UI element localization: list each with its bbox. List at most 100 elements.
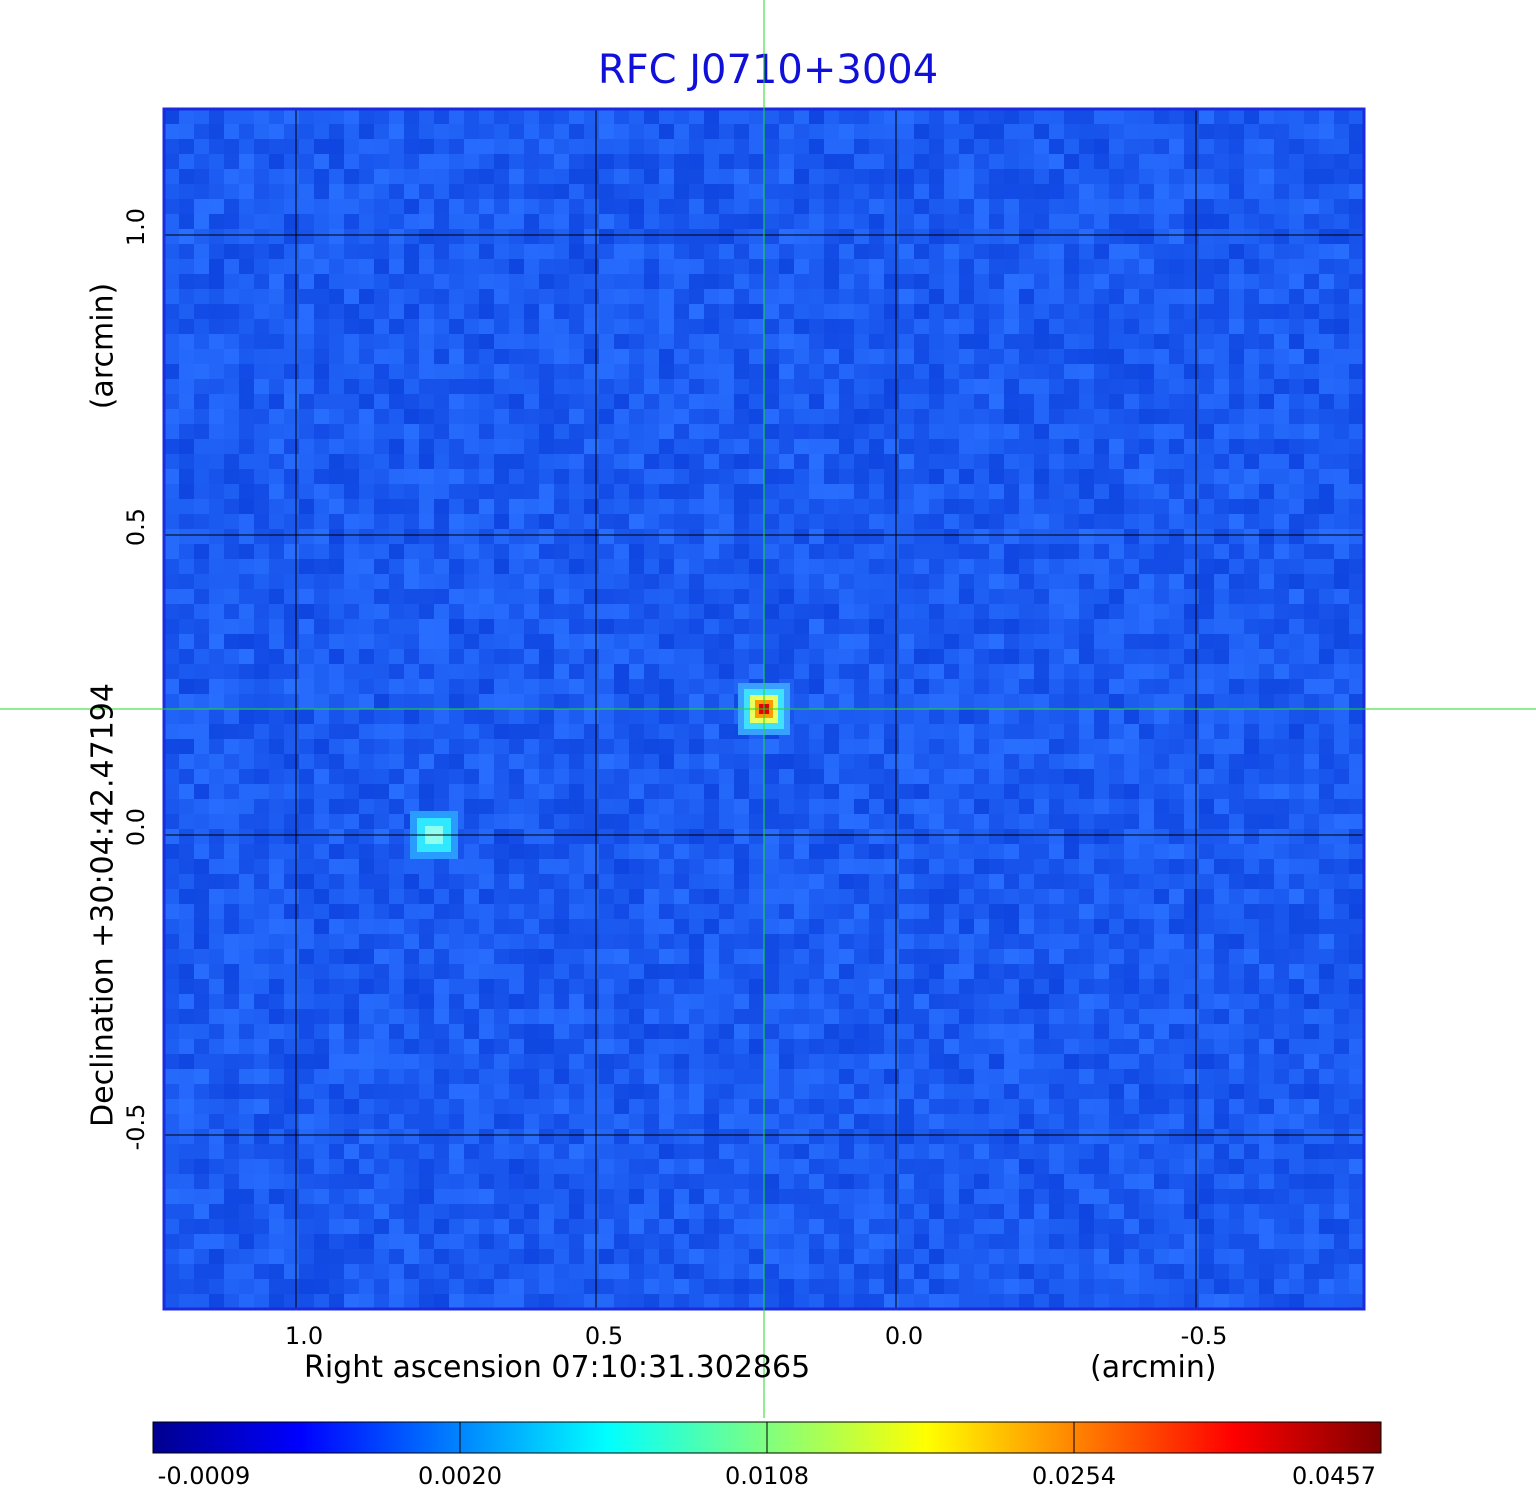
image-pixel	[689, 499, 705, 515]
image-pixel	[809, 304, 825, 320]
image-pixel	[719, 154, 735, 170]
image-pixel	[509, 1264, 525, 1280]
image-pixel	[554, 709, 570, 725]
image-pixel	[314, 619, 330, 635]
image-pixel	[884, 844, 900, 860]
image-pixel	[359, 754, 375, 770]
image-pixel	[809, 1174, 825, 1190]
image-pixel	[629, 784, 645, 800]
image-pixel	[209, 499, 225, 515]
image-pixel	[359, 679, 375, 695]
image-pixel	[1019, 439, 1035, 455]
image-pixel	[494, 889, 510, 905]
image-pixel	[314, 214, 330, 230]
image-pixel	[719, 859, 735, 875]
image-pixel	[779, 1234, 795, 1250]
image-pixel	[944, 1114, 960, 1130]
image-pixel	[179, 454, 195, 470]
image-pixel	[839, 274, 855, 290]
image-pixel	[899, 304, 915, 320]
image-pixel	[929, 769, 945, 785]
image-pixel	[674, 439, 690, 455]
image-pixel	[569, 694, 585, 710]
image-pixel	[284, 1204, 300, 1220]
image-pixel	[404, 1189, 420, 1205]
image-pixel	[164, 694, 180, 710]
image-pixel	[539, 1159, 555, 1175]
image-pixel	[359, 724, 375, 740]
image-pixel	[164, 949, 180, 965]
image-pixel	[419, 1084, 435, 1100]
image-pixel	[359, 139, 375, 155]
image-pixel	[1079, 1219, 1095, 1235]
image-pixel	[209, 889, 225, 905]
image-pixel	[164, 529, 180, 545]
image-pixel	[944, 124, 960, 140]
image-pixel	[179, 1069, 195, 1085]
image-pixel	[254, 499, 270, 515]
image-pixel	[284, 1234, 300, 1250]
image-pixel	[599, 1294, 615, 1310]
image-pixel	[419, 1189, 435, 1205]
image-pixel	[494, 784, 510, 800]
image-pixel	[239, 679, 255, 695]
image-pixel	[764, 949, 780, 965]
image-pixel	[1079, 829, 1095, 845]
image-pixel	[629, 304, 645, 320]
image-pixel	[569, 1039, 585, 1055]
image-pixel	[464, 604, 480, 620]
image-pixel	[224, 394, 240, 410]
image-pixel	[479, 754, 495, 770]
image-pixel	[179, 709, 195, 725]
image-pixel	[1049, 1039, 1065, 1055]
image-pixel	[704, 544, 720, 560]
image-pixel	[164, 1159, 180, 1175]
image-pixel	[494, 874, 510, 890]
image-pixel	[269, 769, 285, 785]
image-pixel	[494, 199, 510, 215]
image-pixel	[914, 769, 930, 785]
image-pixel	[959, 1204, 975, 1220]
image-pixel	[224, 1279, 240, 1295]
image-pixel	[659, 814, 675, 830]
image-pixel	[719, 1114, 735, 1130]
image-pixel	[644, 1204, 660, 1220]
image-pixel	[689, 889, 705, 905]
image-pixel	[314, 904, 330, 920]
image-pixel	[569, 559, 585, 575]
image-pixel	[704, 634, 720, 650]
image-pixel	[929, 469, 945, 485]
image-pixel	[704, 214, 720, 230]
image-pixel	[344, 784, 360, 800]
image-pixel	[884, 1159, 900, 1175]
image-pixel	[1034, 634, 1050, 650]
image-pixel	[509, 379, 525, 395]
image-pixel	[1079, 364, 1095, 380]
image-pixel	[449, 454, 465, 470]
image-pixel	[479, 739, 495, 755]
image-pixel	[269, 649, 285, 665]
image-pixel	[659, 469, 675, 485]
image-pixel	[674, 1159, 690, 1175]
image-pixel	[344, 949, 360, 965]
image-pixel	[629, 769, 645, 785]
image-pixel	[659, 559, 675, 575]
image-pixel	[584, 814, 600, 830]
image-pixel	[1064, 964, 1080, 980]
image-pixel	[209, 184, 225, 200]
image-pixel	[1034, 619, 1050, 635]
image-pixel	[644, 769, 660, 785]
image-pixel	[959, 1249, 975, 1265]
image-pixel	[239, 754, 255, 770]
image-pixel	[974, 1264, 990, 1280]
image-pixel	[539, 679, 555, 695]
image-pixel	[1049, 919, 1065, 935]
image-pixel	[554, 1189, 570, 1205]
image-pixel	[599, 109, 615, 125]
image-pixel	[224, 1174, 240, 1190]
image-pixel	[299, 454, 315, 470]
image-pixel	[269, 259, 285, 275]
image-pixel	[629, 889, 645, 905]
image-pixel	[884, 514, 900, 530]
image-pixel	[239, 1069, 255, 1085]
